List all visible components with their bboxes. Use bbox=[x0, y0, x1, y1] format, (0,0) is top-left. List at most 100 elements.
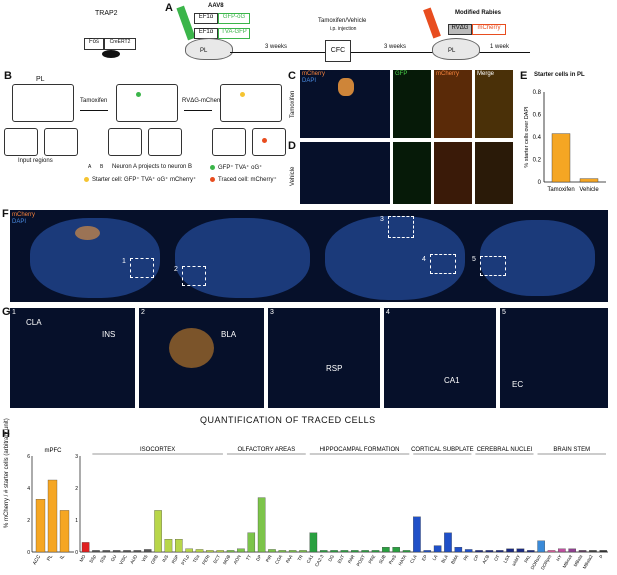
h-mpfc-tick: 2 bbox=[27, 518, 30, 524]
schematic-3-in-a bbox=[212, 128, 246, 156]
f-section-2 bbox=[175, 218, 310, 298]
h-main-category: RSP bbox=[171, 554, 180, 565]
h-main-bar bbox=[537, 540, 545, 553]
h-main-category: CA2-3 bbox=[314, 554, 325, 568]
weeks-label-2: 3 weeks bbox=[384, 44, 407, 50]
cre-box: CreERT2 bbox=[104, 38, 136, 50]
cfc-label: CFC bbox=[330, 47, 346, 54]
h-main-bar bbox=[185, 548, 193, 553]
h-main-bar bbox=[423, 550, 432, 553]
h-main-category: MOB bbox=[222, 554, 231, 565]
h-main-bar bbox=[154, 510, 162, 553]
h-main-category: PAA bbox=[285, 554, 294, 564]
yellow-dot-icon bbox=[240, 92, 245, 97]
h-main-category: MO bbox=[79, 554, 87, 563]
h-main-category: PRE bbox=[367, 554, 376, 565]
f-box-3 bbox=[388, 216, 414, 238]
h-main-bar bbox=[299, 550, 307, 553]
h-group-label: OLFACTORY AREAS bbox=[238, 447, 296, 453]
f-sections-image: mCherry DAPI 1 2 3 4 5 bbox=[10, 210, 608, 302]
h-main-bar bbox=[102, 550, 111, 553]
g-image-4: 4 CA1 bbox=[384, 308, 496, 408]
c-overview-signal bbox=[338, 78, 354, 96]
c-mcherry-label: mCherry bbox=[302, 71, 326, 77]
h-main-bar bbox=[568, 548, 576, 553]
schematic-1-in-b bbox=[44, 128, 78, 156]
h-main-bar bbox=[578, 550, 587, 553]
mouse-icon bbox=[102, 50, 120, 58]
h-ylabel: % mCherry / # starter cells (arbitrary u… bbox=[4, 418, 10, 528]
h-main-bar bbox=[351, 550, 359, 553]
h-main-bar bbox=[413, 516, 421, 553]
schematic-3 bbox=[220, 84, 282, 122]
h-main-category: PTLp bbox=[180, 554, 190, 566]
legend-yellow-text: Starter cell: GFP⁺ TVA⁺ oG⁺ mCherry⁺ bbox=[92, 177, 197, 183]
h-main-category: OT bbox=[493, 554, 501, 562]
h-main-category: AUD bbox=[129, 553, 138, 564]
h-main-bar bbox=[143, 549, 152, 553]
cfc-box: CFC bbox=[325, 40, 351, 62]
trap2-label: TRAP2 bbox=[95, 10, 118, 17]
h-mpfc-bar bbox=[59, 510, 70, 553]
legend-b: B bbox=[100, 164, 104, 170]
f-mcherry-label: mCherry bbox=[12, 212, 36, 218]
h-main-category: VISC bbox=[118, 553, 128, 565]
h-main-bar bbox=[433, 545, 442, 553]
f-dapi-label: DAPI bbox=[12, 219, 27, 225]
f-num-4: 4 bbox=[422, 256, 426, 263]
h-main-category: HY bbox=[555, 554, 562, 562]
panel-b-label: B bbox=[4, 70, 12, 82]
h-mpfc-bar bbox=[47, 479, 58, 553]
h-main-category: VIS bbox=[141, 554, 149, 563]
h-main-bar bbox=[392, 547, 400, 553]
f-box-1 bbox=[130, 258, 154, 278]
h-main-category: ACB bbox=[481, 554, 490, 565]
h-main-bar bbox=[340, 550, 349, 553]
h-main-category: DG bbox=[327, 554, 335, 563]
pl-label-b: PL bbox=[36, 76, 45, 83]
h-main-bar bbox=[92, 550, 100, 553]
h-main-tick: 2 bbox=[75, 486, 78, 492]
legend-red-icon bbox=[210, 177, 215, 182]
h-main-category: P bbox=[598, 554, 604, 559]
e-tick-label: 0.2 bbox=[533, 158, 542, 164]
legend-a: A bbox=[88, 164, 92, 170]
h-mpfc-category: PL bbox=[46, 554, 54, 562]
h-main-bar bbox=[278, 550, 287, 553]
h-main-category: SSs bbox=[99, 553, 108, 563]
h-main-bar bbox=[402, 550, 411, 553]
h-main-category: LA bbox=[431, 554, 438, 561]
h-main-category: MBmot bbox=[562, 553, 574, 568]
tva-label: TVA-GFP bbox=[221, 29, 247, 35]
h-main-tick: 3 bbox=[75, 454, 78, 460]
f-num-5: 5 bbox=[472, 256, 476, 263]
h-title: QUANTIFICATION OF TRACED CELLS bbox=[200, 415, 376, 425]
h-main-bar bbox=[81, 542, 90, 553]
h-main-bar bbox=[164, 539, 173, 553]
panel-e-label: E bbox=[520, 70, 528, 82]
h-main-bar bbox=[558, 548, 566, 553]
h-group-label: BRAIN STEM bbox=[553, 447, 590, 453]
h-main-category: TT bbox=[245, 554, 252, 561]
brain-icon-2 bbox=[432, 38, 480, 60]
e-bar bbox=[579, 178, 599, 183]
tamoxifen-arrow-label: Tamoxifen bbox=[80, 98, 108, 104]
h-main-bar bbox=[216, 550, 224, 553]
h-main-category: DP bbox=[255, 554, 262, 562]
h-main-bar bbox=[257, 497, 266, 553]
h-ylabel-1: % mCherry / # starter cells bbox=[4, 457, 10, 528]
g-ec-label: EC bbox=[512, 380, 524, 389]
go-box: GFP-oG bbox=[218, 13, 250, 24]
g-bla-signal bbox=[169, 328, 214, 368]
timeline bbox=[230, 52, 530, 53]
panel-a-label: A bbox=[165, 2, 173, 14]
h-main-bar bbox=[382, 547, 390, 553]
h-main-bar bbox=[309, 532, 318, 553]
c-mcherry2-label: mCherry bbox=[436, 71, 460, 77]
rvdg-label: RVΔG bbox=[451, 25, 469, 31]
h-main-category: PA bbox=[462, 554, 469, 561]
h-main-bar bbox=[247, 532, 256, 553]
pl-label-2: PL bbox=[448, 48, 456, 54]
h-main-bar bbox=[361, 550, 369, 553]
legend-ab-text: Neuron A projects to neuron B bbox=[112, 164, 193, 170]
